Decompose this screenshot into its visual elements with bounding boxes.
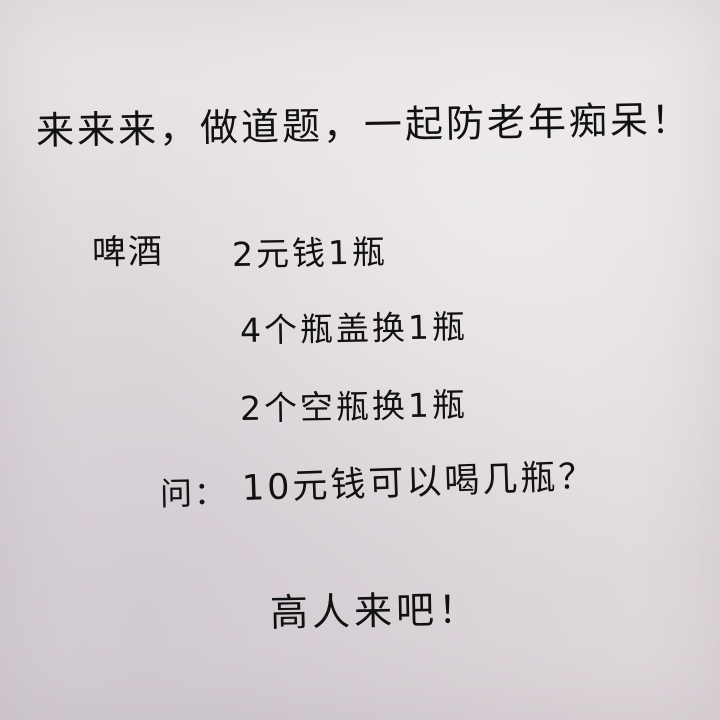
question-label: 问： (159, 473, 229, 513)
challenge-text: 高人来吧！ (269, 587, 481, 635)
title-text: 来来来，做道题，一起防老年痴呆！ (35, 97, 693, 153)
beer-label: 啤酒 (91, 231, 165, 273)
rule-caps-exchange: 4个瓶盖换1瓶 (239, 307, 469, 350)
rule-empty-bottles-exchange: 2个空瓶换1瓶 (239, 385, 469, 428)
rule-price: 2元钱1瓶 (231, 232, 389, 274)
